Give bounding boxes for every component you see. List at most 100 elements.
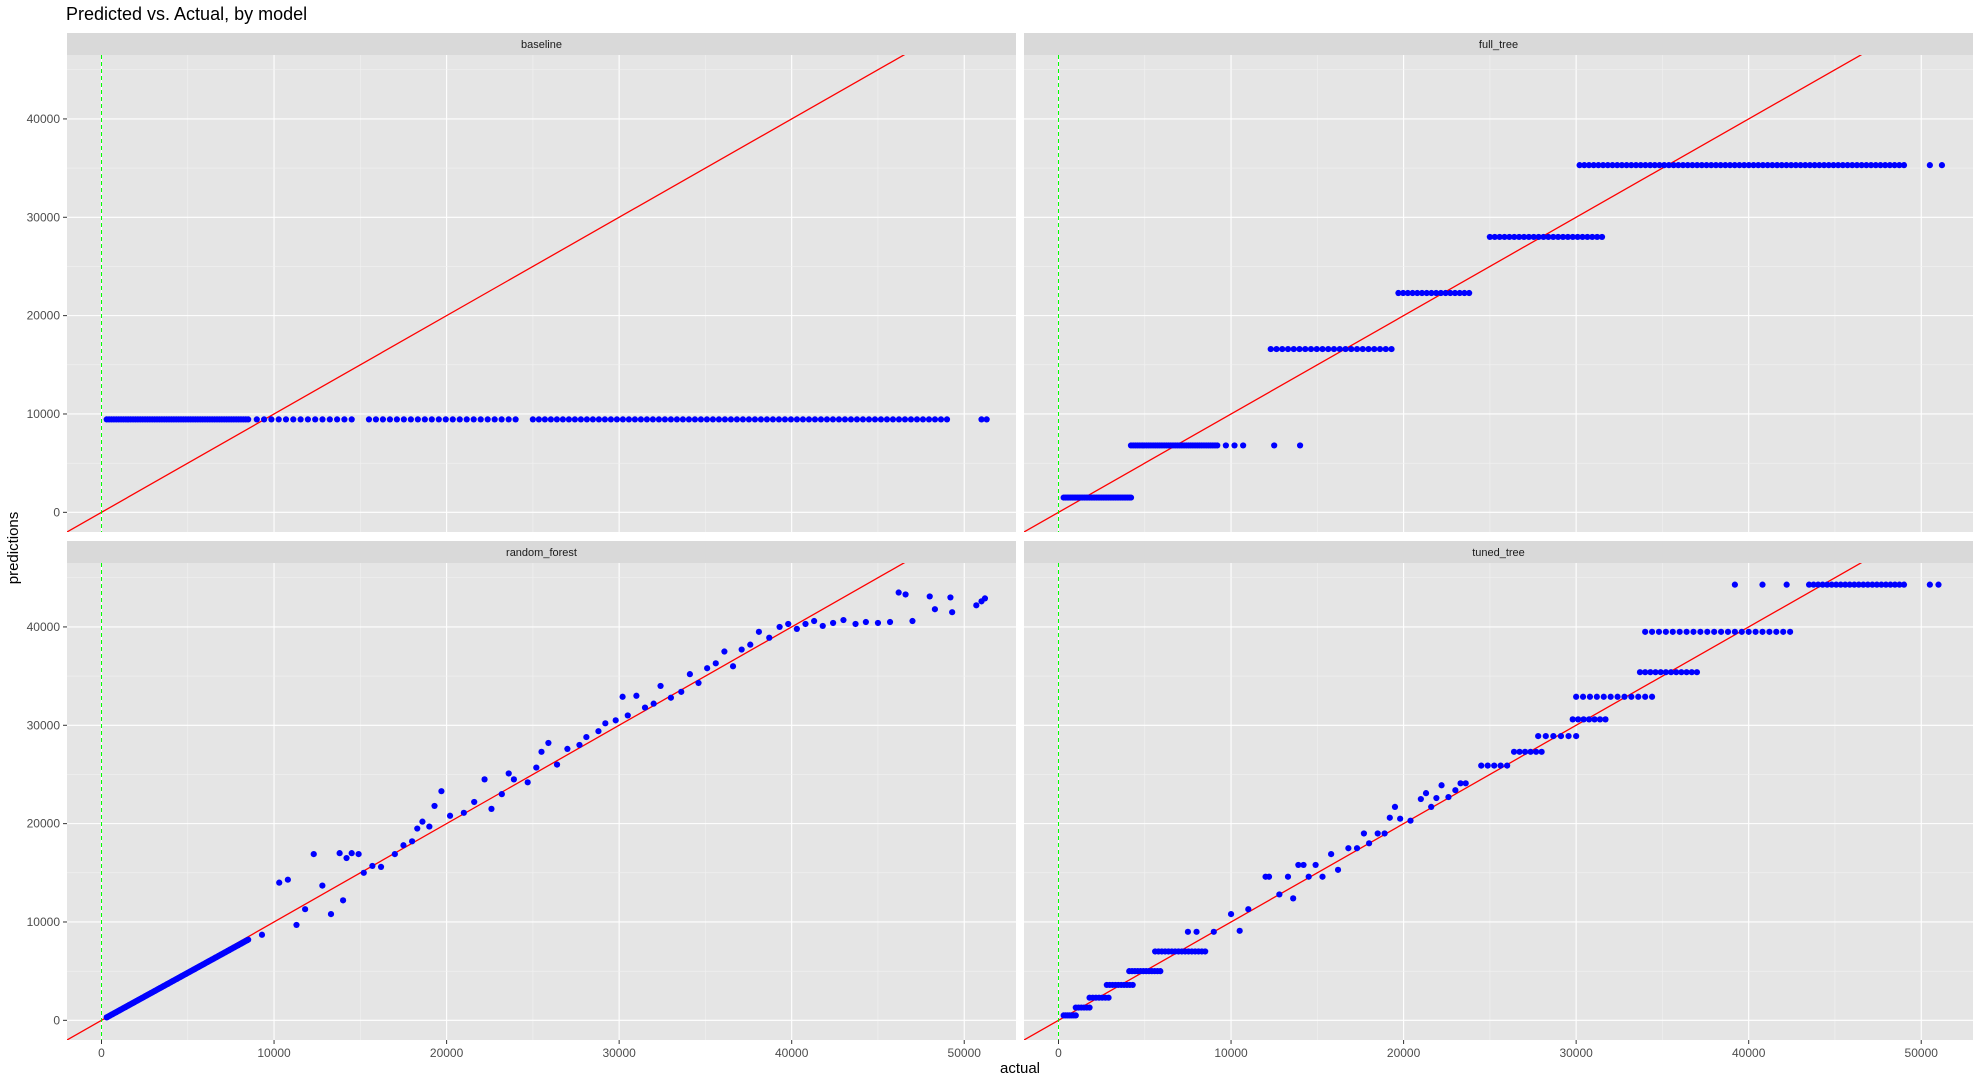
- data-point: [733, 416, 741, 423]
- x-tick-label: 30000: [602, 1046, 636, 1060]
- data-point: [1433, 794, 1440, 802]
- data-point: [1496, 233, 1503, 241]
- data-point: [1651, 162, 1658, 169]
- data-point: [817, 416, 825, 423]
- data-point: [400, 842, 407, 849]
- data-point: [1703, 162, 1710, 169]
- data-point: [1328, 851, 1335, 858]
- data-point: [268, 416, 275, 423]
- data-point: [686, 671, 693, 678]
- data-point: [1579, 233, 1586, 241]
- data-point: [1667, 669, 1675, 676]
- data-point: [484, 416, 491, 423]
- data-point: [650, 700, 657, 707]
- data-point: [1538, 748, 1545, 755]
- data-point: [1319, 873, 1326, 880]
- data-point: [1214, 442, 1221, 449]
- data-point: [1417, 795, 1424, 803]
- data-point: [1669, 628, 1676, 635]
- data-point: [913, 416, 921, 423]
- data-point: [931, 416, 939, 423]
- data-point: [775, 416, 783, 423]
- x-tick-label: 0: [1055, 1046, 1062, 1060]
- data-point: [1688, 669, 1695, 676]
- data-point: [1086, 1004, 1093, 1011]
- data-point: [498, 416, 505, 423]
- panel-background: [67, 563, 1016, 1040]
- data-point: [524, 779, 531, 786]
- data-point: [571, 416, 578, 423]
- data-point: [823, 416, 831, 423]
- data-point: [612, 717, 619, 724]
- facet-baseline: baseline 0 10000 20000 30000 40000: [27, 33, 1016, 532]
- y-tick-label: 30000: [27, 718, 61, 732]
- facet-strip: [67, 541, 1016, 563]
- data-point: [1900, 162, 1908, 169]
- data-point: [293, 921, 300, 929]
- data-point: [1648, 628, 1656, 635]
- facet-strip: [67, 33, 1016, 55]
- data-point: [275, 416, 282, 423]
- data-point: [1759, 628, 1766, 635]
- data-point: [1486, 233, 1493, 241]
- data-point: [431, 802, 438, 810]
- data-point: [619, 693, 626, 700]
- data-point: [1596, 716, 1604, 723]
- facet-full_tree: full_tree: [1024, 33, 1973, 532]
- data-point: [709, 416, 717, 423]
- data-point: [393, 416, 400, 423]
- panel-background: [1024, 55, 1973, 532]
- y-axis-title: predictions: [5, 512, 22, 585]
- data-point: [1717, 162, 1724, 169]
- data-point: [852, 620, 859, 628]
- data-point: [1769, 162, 1776, 169]
- data-point: [1614, 162, 1621, 169]
- data-point: [326, 416, 333, 423]
- data-point: [1896, 581, 1903, 588]
- data-point: [983, 416, 990, 423]
- data-point: [1773, 628, 1780, 635]
- data-point: [1778, 162, 1785, 169]
- data-point: [1926, 162, 1933, 169]
- data-point: [1632, 162, 1640, 169]
- data-point: [576, 741, 583, 749]
- data-point: [1222, 442, 1229, 449]
- data-point: [400, 416, 407, 423]
- data-point: [505, 416, 512, 423]
- data-point: [1072, 1012, 1079, 1019]
- data-point: [377, 863, 385, 871]
- data-point: [1652, 669, 1659, 676]
- data-point: [1602, 716, 1609, 723]
- y-tick-label: 0: [53, 505, 60, 519]
- facet-random_forest: random_forest 0 10000 20000 30000 40000 50000 0…: [27, 541, 1016, 1060]
- data-point: [565, 416, 572, 423]
- data-point: [1724, 628, 1732, 635]
- data-point: [1284, 345, 1292, 353]
- data-point: [1573, 693, 1580, 700]
- data-point: [1708, 162, 1715, 169]
- data-point: [408, 838, 416, 845]
- data-point: [1542, 732, 1549, 740]
- data-point: [1404, 289, 1411, 297]
- data-point: [1334, 866, 1342, 873]
- data-point: [805, 416, 813, 423]
- data-point: [1525, 233, 1532, 241]
- data-point: [245, 936, 252, 943]
- data-point: [657, 682, 664, 690]
- data-point: [1105, 994, 1112, 1001]
- data-point: [1381, 830, 1388, 837]
- data-point: [1851, 581, 1858, 588]
- data-point: [1810, 581, 1817, 588]
- data-point: [1307, 345, 1315, 353]
- data-point: [1565, 732, 1572, 740]
- data-point: [1792, 162, 1799, 169]
- data-point: [902, 591, 909, 598]
- data-point: [1679, 162, 1687, 169]
- data-point: [1642, 628, 1649, 635]
- data-point: [1635, 693, 1642, 700]
- data-point: [1414, 289, 1421, 297]
- data-point: [1642, 669, 1649, 676]
- data-point: [559, 416, 566, 423]
- data-point: [1313, 345, 1320, 353]
- data-point: [1497, 762, 1504, 769]
